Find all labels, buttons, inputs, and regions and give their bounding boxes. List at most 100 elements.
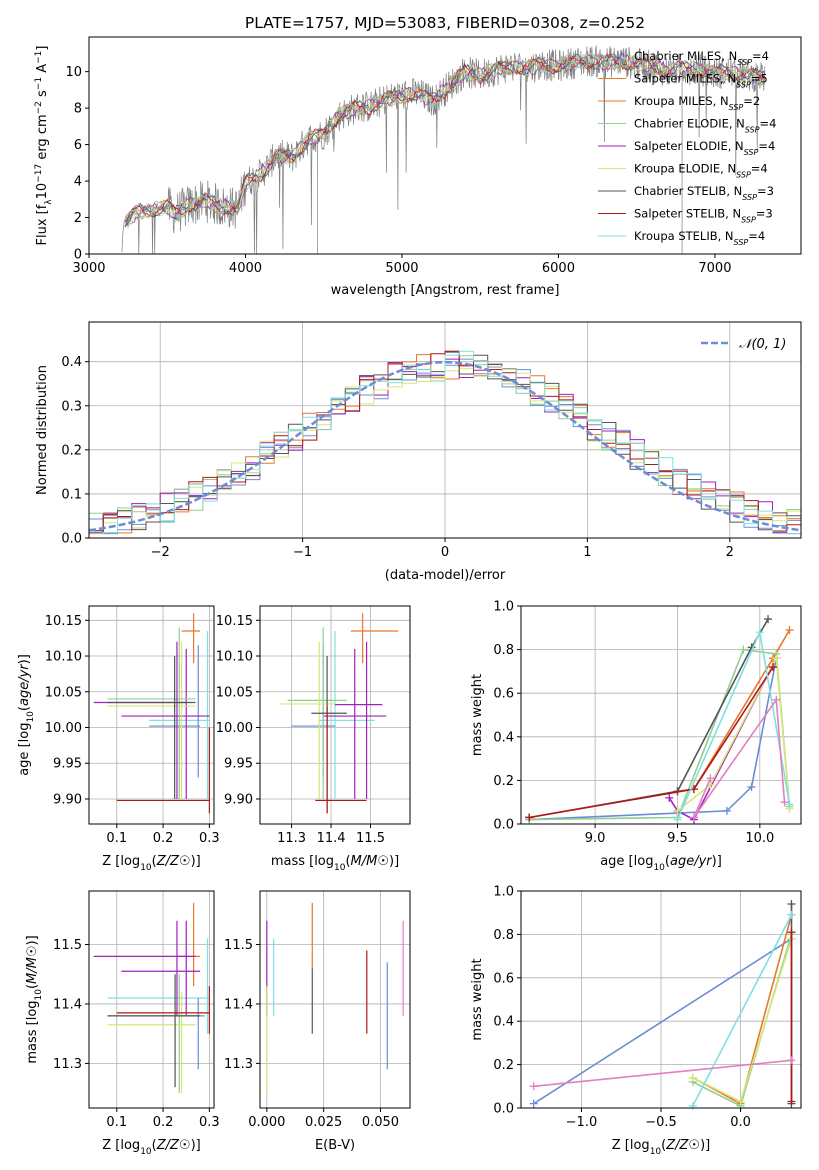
weight-point-marker [787, 928, 796, 937]
y-tick-label: 10.00 [45, 721, 82, 736]
legend-label: Salpeter MILES, NSSP=5 [634, 72, 768, 90]
x-axis-label: Z [log10(Z/Z☉)] [102, 1138, 200, 1157]
y-tick-label: 10.15 [45, 614, 82, 629]
y-axis-label: mass weight [470, 958, 485, 1040]
weight-point-marker [772, 654, 781, 663]
y-tick-label: 0.6 [493, 687, 514, 702]
x-tick-label: 0.050 [362, 1115, 399, 1130]
legend: 𝒩(0, 1) [701, 337, 786, 352]
x-tick-label: −1.0 [566, 1115, 598, 1130]
weight-point-marker [706, 774, 715, 783]
y-tick-label: 11.5 [53, 938, 82, 953]
y-tick-label: 1.0 [493, 600, 514, 615]
age-vs-metallicity-panel: 0.1 0.2 0.3 9.90 9.95 10.00 10.05 10.10 10.15 Z [… [17, 605, 220, 873]
weight-point-marker [739, 645, 748, 654]
x-tick-label: 0.3 [199, 831, 220, 846]
legend-label: 𝒩(0, 1) [739, 337, 786, 352]
spectrum-lines [121, 45, 766, 254]
residual-histogram [89, 350, 801, 535]
x-axis-label: mass [log10(M/M☉)] [271, 854, 399, 873]
x-tick-label: 2 [726, 545, 734, 560]
y-tick-label: 8 [74, 102, 82, 117]
x-tick-label: 0.2 [153, 1115, 174, 1130]
model-spectrum-line [124, 52, 766, 227]
x-tick-label: 0.2 [153, 831, 174, 846]
weight-point-marker [787, 1056, 796, 1065]
x-tick-label: 0.1 [106, 1115, 127, 1130]
y-tick-label: 9.90 [224, 792, 253, 807]
model-spectrum-line [124, 53, 766, 220]
age-vs-mass-panel: 11.3 11.4 11.5 9.90 9.95 10.00 10.05 10.10 10.15… [216, 605, 411, 873]
weight-point-marker [689, 813, 698, 822]
weight-point-marker [785, 800, 794, 809]
weight-point-marker [747, 782, 756, 791]
x-tick-label: 10.0 [745, 831, 774, 846]
axes-frame [259, 605, 411, 825]
weight-point-marker [529, 1082, 538, 1091]
weight-point-marker [772, 695, 781, 704]
weight-point-marker [525, 813, 534, 822]
y-tick-label: 0.8 [493, 928, 514, 943]
x-axis-label: Z [log10(Z/Z☉)] [612, 1138, 710, 1157]
y-tick-label: 1.0 [493, 885, 514, 900]
y-tick-label: 11.3 [53, 1057, 82, 1072]
x-tick-label: −1 [293, 545, 312, 560]
weight-point-marker [787, 1097, 796, 1106]
x-tick-label: 3000 [72, 261, 105, 276]
weight-vs-metallicity-panel: −1.0 −0.5 0.0 0.0 0.2 0.4 0.6 0.8 1.0 Z [log10(Z/… [470, 885, 802, 1157]
x-tick-label: 6000 [542, 261, 575, 276]
weight-point-marker [787, 900, 796, 909]
y-tick-label: 9.95 [53, 757, 82, 772]
gaussian-curve [89, 360, 801, 532]
axes-frame [88, 890, 215, 1109]
legend-label: Kroupa MILES, NSSP=2 [634, 94, 760, 112]
y-tick-label: 11.4 [53, 997, 82, 1012]
y-tick-label: 11.3 [224, 1057, 253, 1072]
y-tick-label: 0.2 [493, 1058, 514, 1073]
x-tick-label: 9.0 [585, 831, 606, 846]
weight-point-marker [764, 615, 773, 624]
mass-vs-extinction-panel: 0.000 0.025 0.050 11.3 11.4 11.5 E(B-V) [224, 890, 411, 1153]
weight-point-marker [736, 1097, 745, 1106]
x-tick-label: 1 [583, 545, 591, 560]
weight-line [533, 938, 792, 1105]
y-tick-label: 0.6 [493, 971, 514, 986]
y-tick-label: 0.3 [61, 399, 82, 414]
y-tick-label: 2 [74, 211, 82, 226]
y-tick-label: 0.4 [493, 730, 514, 745]
weight-point-marker [785, 625, 794, 634]
y-tick-label: 9.90 [53, 792, 82, 807]
y-tick-label: 0.0 [61, 532, 82, 547]
legend-label: Chabrier MILES, NSSP=4 [634, 49, 769, 67]
legend-label: Kroupa ELODIE, NSSP=4 [634, 162, 768, 180]
legend-label: Kroupa STELIB, NSSP=4 [634, 229, 765, 247]
y-tick-label: 11.4 [224, 997, 253, 1012]
y-tick-label: 4 [74, 175, 82, 190]
x-axis-label: Z [log10(Z/Z☉)] [102, 854, 200, 873]
legend-label: Chabrier STELIB, NSSP=3 [634, 184, 774, 202]
weight-line [533, 1059, 792, 1088]
y-tick-label: 0.0 [493, 1102, 514, 1117]
x-tick-label: −0.5 [645, 1115, 677, 1130]
weight-point-marker [780, 798, 789, 807]
y-tick-label: 10.05 [216, 685, 253, 700]
legend-label: Salpeter STELIB, NSSP=3 [634, 207, 773, 225]
weight-line [693, 697, 786, 818]
y-tick-label: 10.15 [216, 614, 253, 629]
weight-vs-age-panel: 9.0 9.5 10.0 0.0 0.2 0.4 0.6 0.8 1.0 age [log10(a… [470, 600, 802, 873]
y-tick-label: 11.5 [224, 938, 253, 953]
x-tick-label: 0 [441, 545, 449, 560]
y-tick-label: 10.10 [45, 650, 82, 665]
x-tick-label: 5000 [385, 261, 418, 276]
weight-point-marker [755, 628, 764, 637]
y-tick-label: 0.8 [493, 643, 514, 658]
y-tick-label: 6 [74, 138, 82, 153]
x-tick-label: 0.0 [730, 1115, 751, 1130]
x-axis-label: wavelength [Angstrom, rest frame] [331, 283, 560, 298]
weight-line [677, 655, 791, 812]
y-axis-label: age [log10(age/yr)] [17, 654, 36, 776]
weight-point-marker [665, 793, 674, 802]
y-tick-label: 10.10 [216, 650, 253, 665]
x-tick-label: 0.000 [248, 1115, 285, 1130]
x-tick-label: 0.1 [106, 831, 127, 846]
